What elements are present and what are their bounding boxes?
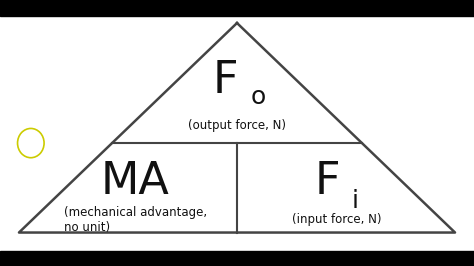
Text: F: F	[314, 160, 340, 203]
Text: (mechanical advantage,
no unit): (mechanical advantage, no unit)	[64, 206, 207, 234]
Text: (input force, N): (input force, N)	[292, 213, 381, 226]
Text: F: F	[212, 59, 238, 102]
Bar	[0, 251, 474, 266]
Text: (output force, N): (output force, N)	[188, 119, 286, 132]
Bar	[0, 0, 474, 16]
Bar	[0, 16, 474, 251]
Text: MA: MA	[100, 160, 170, 203]
Text: i: i	[352, 189, 359, 213]
Text: o: o	[251, 85, 266, 109]
